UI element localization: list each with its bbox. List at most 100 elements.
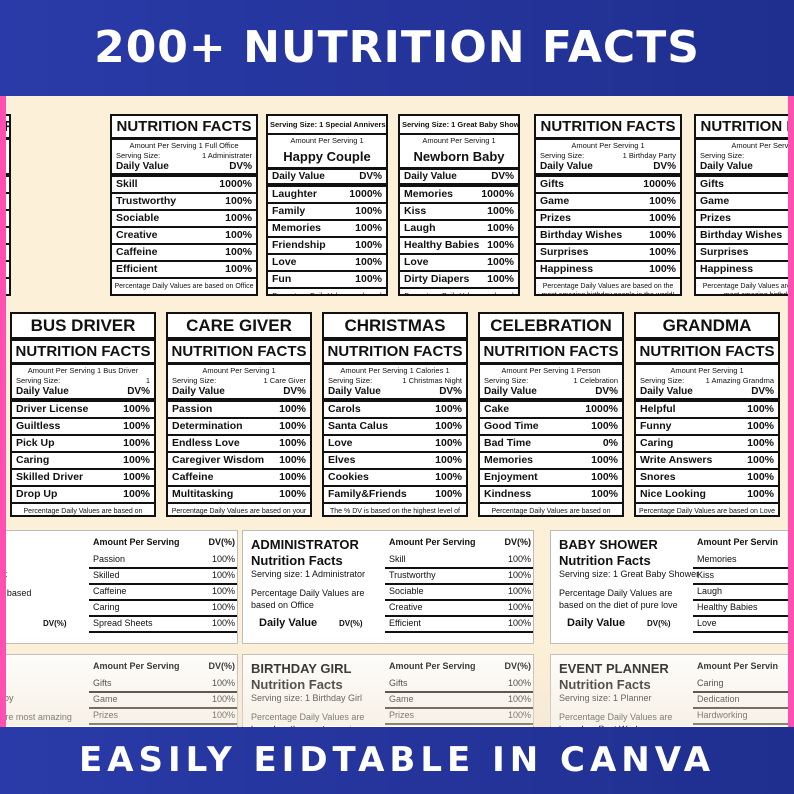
label-item: Drop Up 100%	[12, 487, 154, 504]
card-dv-unit: DV(%)	[43, 619, 67, 628]
card-item-name: Sociable	[389, 586, 424, 596]
label-item-name: Happiness	[700, 263, 754, 275]
label-footnote: Percentage Daily Values are based on the…	[268, 289, 386, 294]
card-item-name: Skill	[389, 554, 406, 564]
label-daily-value-name: Daily Value	[540, 161, 593, 172]
label-daily-value: Daily Value DV%	[636, 385, 778, 402]
label-item: Happiness	[696, 262, 788, 279]
label-daily-value-value: DV%	[653, 161, 676, 172]
label-item: Guiltless 100%	[12, 419, 154, 436]
label-item-value: 100%	[591, 454, 618, 466]
card-item-name: Skilled	[93, 570, 120, 580]
label-item-value: 100%	[279, 420, 306, 432]
nutrition-label: CELEBRATION NUTRITION FACTS Amount Per Ser…	[478, 312, 624, 517]
label-item-value: 100%	[747, 454, 774, 466]
label-item-value: 100%	[649, 229, 676, 241]
label-daily-value: Daily Value DV%	[112, 160, 256, 177]
label-serving-size-value: 1 Administrater	[201, 151, 252, 160]
label-daily-value-name: Daily Value	[272, 171, 325, 182]
card-item: Trustworthy 100%	[385, 569, 533, 585]
label-item: Caffeine 100%	[168, 470, 310, 487]
card-subtitle: Nutrition Facts	[251, 553, 343, 568]
label-item-name: Helpful	[640, 403, 676, 415]
card-item-name: Spread Sheets	[93, 618, 153, 628]
label-item-name: Driver License	[16, 403, 89, 415]
label-big-name: Happy Couple	[268, 146, 386, 170]
label-footnote: Percentage Daily Values are based on the…	[702, 283, 788, 296]
nutrition-label: NUTRITION FACTS Amount Per Serving 1 Full…	[110, 114, 258, 296]
label-daily-value: Daily Value DV%	[12, 385, 154, 402]
label-serving-size: Serving Size: 1 Christmas Night	[324, 376, 466, 385]
card-dv-unit: DV(%)	[339, 619, 363, 628]
nutrition-label: GRANDMA NUTRITION FACTS Amount Per Serving…	[634, 312, 780, 517]
label-item: 100%	[6, 228, 9, 245]
label-item: Caregiver Wisdom 100%	[168, 453, 310, 470]
label-amount-per-serving: Amount Per Serving 1 Calories 1	[340, 366, 450, 375]
label-item-value: 1000%	[585, 403, 618, 415]
label-amount-per-serving: Amount Per Serving 1	[422, 136, 496, 145]
label-serving-size: Serving Size: 1	[12, 376, 154, 385]
label-item: Cookies 100%	[324, 470, 466, 487]
label-item-value: 100%	[435, 437, 462, 449]
label-item-name: Surprises	[540, 246, 589, 258]
label-item-name: Elves	[328, 454, 356, 466]
label-item-name: Creative	[116, 229, 158, 241]
label-item-name: Carols	[328, 403, 361, 415]
label-item: Kiss 100%	[400, 204, 518, 221]
card-dv-unit: DV(%)	[647, 619, 671, 628]
label-heading: GRANDMA	[636, 314, 778, 341]
label-serving-size: Serving Size: 1 Amazing Grandma	[636, 376, 778, 385]
bottom-banner: EASILY EIDTABLE IN CANVA	[0, 727, 794, 794]
label-serving-size-name: Serving Size:	[700, 151, 745, 160]
card-table-header: Amount Per Serving DV(%)	[385, 535, 533, 553]
label-title: NUTRITION FACTS	[696, 116, 788, 140]
label-amount-per-serving: Amount Per Serving 1 Full Office	[129, 141, 239, 150]
label-item-name: Fun	[272, 273, 292, 285]
card-item-name: Healthy Babies	[697, 602, 758, 612]
label-item: Snores 100%	[636, 470, 778, 487]
nutrition-card: ADMINISTRATOR Nutrition Facts Serving size…	[242, 530, 534, 644]
label-item-name: Cookies	[328, 471, 369, 483]
bottom-fade	[6, 636, 788, 726]
card-item-value: 100%	[211, 554, 235, 564]
label-top-serving: Serving Size: 1 Great Baby Shower	[400, 116, 518, 135]
card-table: Amount Per Servin Memories Kiss Laugh Health…	[693, 535, 788, 633]
label-amount-per-serving: Amount Per Serving 1	[202, 366, 276, 375]
label-item-name: Enjoyment	[484, 471, 538, 483]
label-title: NUTRITION FACTS	[168, 341, 310, 365]
label-item: Carols 100%	[324, 402, 466, 419]
label-item-value: 100%	[225, 229, 252, 241]
label-daily-value-value: DV%	[359, 171, 382, 182]
label-item-value: 100%	[591, 471, 618, 483]
label-item-value: 100%	[355, 273, 382, 285]
label-serving-size: Serving Size: 1 Birthday Party	[536, 151, 680, 160]
label-item-name: Memories	[272, 222, 322, 234]
label-item-value: 100%	[123, 454, 150, 466]
label-daily-value-name: Daily Value	[172, 386, 225, 397]
label-amount-per-serving: Amount Per Serving 1	[290, 136, 364, 145]
card-item: Love	[693, 617, 788, 633]
label-title: NUTRITION FACTS	[324, 341, 466, 365]
label-amount-per-serving: Amount Per Serving 1	[6, 140, 9, 151]
label-item-name: Caffeine	[172, 471, 214, 483]
label-row-2: BUS DRIVER NUTRITION FACTS Amount Per Serv…	[6, 306, 788, 521]
label-item: Creative 100%	[112, 228, 256, 245]
card-item-name: Efficient	[389, 618, 421, 628]
label-item-value: 100%	[747, 403, 774, 415]
label-item-value: 100%	[225, 246, 252, 258]
card-table-header-name: Amount Per Servin	[697, 537, 779, 547]
label-serving-size-value: 1	[145, 376, 150, 385]
label-footnote: Percentage Daily Values are based on Off…	[114, 283, 254, 290]
label-item: Happiness 100%	[536, 262, 680, 279]
label-serving-size: Serving Size: 1 Care Giver	[168, 376, 310, 385]
label-item-name: Multitasking	[172, 488, 234, 500]
label-serving-size-value: 1 Christmas Night	[402, 376, 462, 385]
card-item: Creative 100%	[385, 601, 533, 617]
card-item-value: 100%	[507, 586, 531, 596]
label-item-value: 100%	[649, 246, 676, 258]
card-item-name: Love	[697, 618, 717, 628]
label-item-name: Surprises	[700, 246, 749, 258]
label-item: Love 100%	[324, 436, 466, 453]
label-serving-size-value: 1 Amazing Grandma	[705, 376, 774, 385]
